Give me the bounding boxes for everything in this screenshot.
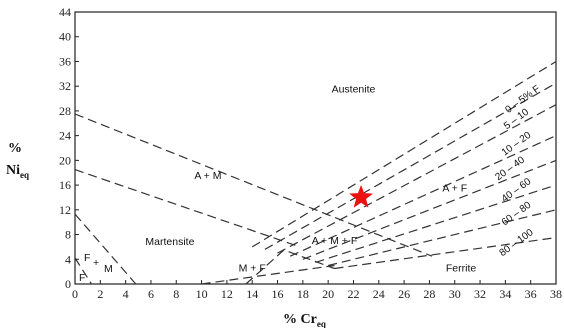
x-tick-label: 16 xyxy=(272,287,284,301)
region-label-a-f: A + F xyxy=(442,182,467,194)
x-tick-label: 2 xyxy=(97,287,103,301)
x-tick-label: 4 xyxy=(123,287,129,301)
x-tick-label: 28 xyxy=(423,287,435,301)
region-label-m-f: M + F xyxy=(239,263,266,275)
x-tick-label: 20 xyxy=(322,287,334,301)
star-marker xyxy=(349,184,374,208)
y-tick-label: 32 xyxy=(59,79,71,93)
x-tick-label: 26 xyxy=(398,287,410,301)
fm-label-f-top: F xyxy=(84,252,90,264)
y-tick-label: 16 xyxy=(59,178,71,192)
y-axis-title-subscript: eq xyxy=(20,170,29,180)
boundary-fan-4 xyxy=(302,159,557,260)
boundary-f-plus-m xyxy=(74,257,93,285)
tick-label-group: 0 2 4 6 8 10 12 14 16 18 20 22 24 26 28 30 32 34 36 3804812… xyxy=(59,5,562,301)
x-tick-label: 38 xyxy=(550,287,562,301)
region-label-group: Austenite A + M Martensite A + M + F M + F A … xyxy=(145,83,476,274)
y-tick-label: 40 xyxy=(59,30,71,44)
ferrite-percent-label: 10 – 20 xyxy=(500,130,534,159)
y-axis-title: Nieq xyxy=(6,163,29,180)
y-axis-title-main: Ni xyxy=(6,163,20,178)
x-tick-label: 32 xyxy=(474,287,486,301)
x-tick-label: 10 xyxy=(196,287,208,301)
y-tick-label: 44 xyxy=(59,5,71,19)
x-tick-label: 0 xyxy=(72,287,78,301)
x-axis-title-subscript: eq xyxy=(317,319,326,328)
boundary-a-plus-m-lower xyxy=(74,169,297,247)
x-axis-title-main: % Cr xyxy=(283,312,317,327)
boundary-fan-7 xyxy=(334,237,557,270)
phase-boundary-group xyxy=(74,60,557,285)
y-tick-label: 20 xyxy=(59,153,71,167)
x-axis-title: % Creq xyxy=(283,312,326,328)
x-tick-label: 36 xyxy=(525,287,537,301)
star-marker-shape xyxy=(349,184,374,208)
boundary-fan-0 xyxy=(251,60,557,248)
boundary-fan-2 xyxy=(277,104,557,254)
x-tick-label: 24 xyxy=(373,287,385,301)
x-tick-label: 8 xyxy=(173,287,179,301)
x-tick-label: 6 xyxy=(148,287,154,301)
boundary-fan-3 xyxy=(289,135,557,257)
boundary-ferrite-left xyxy=(201,264,335,285)
plot-frame-group xyxy=(74,11,557,285)
fm-label-plus: + xyxy=(93,257,99,269)
y-tick-label: 24 xyxy=(59,129,71,143)
fm-label-f-bottom: F xyxy=(79,272,85,284)
plot-frame xyxy=(74,11,557,285)
region-label-ferrite: Ferrite xyxy=(446,263,476,275)
y-tick-label: 4 xyxy=(65,252,71,266)
fm-label-m: M xyxy=(104,263,113,275)
y-axis-title-percent: % xyxy=(8,141,22,156)
x-tick-label: 34 xyxy=(499,287,511,301)
y-tick-label: 36 xyxy=(59,54,71,68)
region-label-a-m: A + M xyxy=(194,170,221,182)
region-label-martensite: Martensite xyxy=(145,236,194,248)
y-tick-label: 12 xyxy=(59,203,71,217)
boundary-fan-6 xyxy=(328,209,557,267)
region-label-austenite: Austenite xyxy=(332,83,376,95)
y-tick-label: 8 xyxy=(65,228,71,242)
boundary-fan-5 xyxy=(315,184,557,263)
boundary-martensite-upper xyxy=(74,213,137,285)
x-tick-label: 22 xyxy=(347,287,359,301)
boundary-austenite-upper xyxy=(74,113,433,257)
ferrite-percent-label: 80 – 100 xyxy=(498,227,536,259)
x-tick-label: 30 xyxy=(449,287,461,301)
x-tick-label: 14 xyxy=(246,287,258,301)
x-tick-label: 18 xyxy=(297,287,309,301)
y-tick-label: 0 xyxy=(65,277,71,291)
region-label-a-m-f: A + M + F xyxy=(312,235,358,247)
x-tick-label: 12 xyxy=(221,287,233,301)
y-tick-label: 28 xyxy=(59,104,71,118)
